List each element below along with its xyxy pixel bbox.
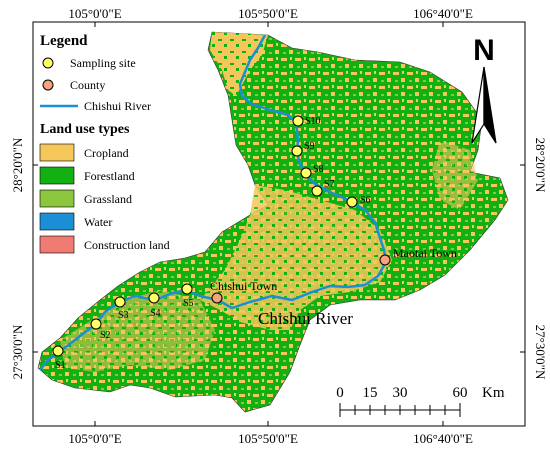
bottom-longitude-label-3: 106°40'0"E (413, 431, 473, 446)
scale-label-60: 60 (453, 385, 468, 401)
legend-title: Legend (40, 33, 88, 49)
right-latitude-label-1: 28°20'0"N (533, 138, 548, 193)
north-label: N (473, 34, 495, 67)
site-label-s1: S1 (55, 360, 66, 371)
sampling-sites: S1 S2 S3 S4 S5 S6 S7 S8 S9 S10 (52, 115, 371, 371)
site-label-s8: S8 (313, 164, 324, 175)
site-marker-s9[interactable] (291, 145, 303, 157)
legend-county-icon (42, 79, 54, 91)
site-marker-s8[interactable] (300, 167, 312, 179)
site-marker-s6[interactable] (346, 196, 358, 208)
site-marker-s1[interactable] (52, 345, 64, 357)
county-towns: Chishui Town Maotai Town (210, 246, 457, 304)
scale-label-15: 15 (363, 385, 378, 401)
site-label-s5: S5 (183, 298, 194, 309)
legend-forestland-label: Forestland (84, 169, 135, 183)
chishui-river-line (39, 34, 388, 371)
legend-sampling-site-label: Sampling site (70, 56, 136, 70)
legend-cropland-swatch (39, 143, 75, 162)
legend-river-label: Chishui River (84, 99, 151, 113)
site-marker-s5[interactable] (181, 283, 193, 295)
bottom-longitude-label-1: 105°0'0"E (68, 431, 121, 446)
north-arrow-icon: N (471, 34, 497, 144)
site-label-s7: S7 (324, 179, 335, 190)
legend-landuse-title: Land use types (40, 122, 130, 137)
scale-unit-label: Km (482, 385, 505, 401)
legend: Legend Sampling site County Chishui Rive… (39, 33, 170, 254)
left-latitude-label-1: 28°20'0"N (10, 137, 25, 192)
legend-county-label: County (70, 78, 105, 92)
bottom-longitude-label-2: 105°50'0"E (238, 431, 298, 446)
top-longitude-label-1: 105°0'0"E (68, 6, 121, 21)
legend-water-label: Water (84, 215, 112, 229)
legend-construction-swatch (39, 235, 75, 254)
graticule-ticks (33, 22, 525, 426)
site-label-s10: S10 (305, 116, 321, 127)
legend-grassland-label: Grassland (84, 192, 132, 206)
site-marker-s2[interactable] (90, 318, 102, 330)
legend-grassland-swatch (39, 189, 75, 208)
county-marker-chishui-town[interactable] (211, 292, 223, 304)
site-label-s9: S9 (304, 141, 315, 152)
legend-sampling-site-icon (42, 57, 54, 69)
legend-forestland-swatch (39, 166, 75, 185)
site-label-s4: S4 (150, 308, 161, 319)
scale-label-30: 30 (393, 385, 408, 401)
county-label-maotai-town: Maotai Town (393, 246, 457, 260)
county-marker-maotai-town[interactable] (379, 254, 391, 266)
site-label-s2: S2 (100, 330, 111, 341)
site-label-s3: S3 (118, 310, 129, 321)
site-marker-s3[interactable] (114, 296, 126, 308)
river-name-label: Chishui River (258, 309, 353, 328)
site-marker-s7[interactable] (311, 185, 323, 197)
legend-construction-label: Construction land (84, 238, 170, 252)
site-label-s6: S6 (360, 195, 371, 206)
top-longitude-label-2: 105°50'0"E (238, 6, 298, 21)
county-label-chishui-town: Chishui Town (210, 279, 277, 293)
legend-water-swatch (39, 212, 75, 231)
legend-cropland-label: Cropland (84, 146, 129, 160)
scale-label-0: 0 (336, 385, 344, 401)
right-latitude-label-2: 27°30'0"N (533, 325, 548, 380)
basin-landuse (37, 31, 509, 413)
site-marker-s4[interactable] (148, 292, 160, 304)
scale-bar: 0 15 30 60 Km (336, 385, 505, 417)
site-marker-s10[interactable] (292, 115, 304, 127)
left-latitude-label-2: 27°30'0"N (10, 324, 25, 379)
top-longitude-label-3: 106°40'0"E (413, 6, 473, 21)
